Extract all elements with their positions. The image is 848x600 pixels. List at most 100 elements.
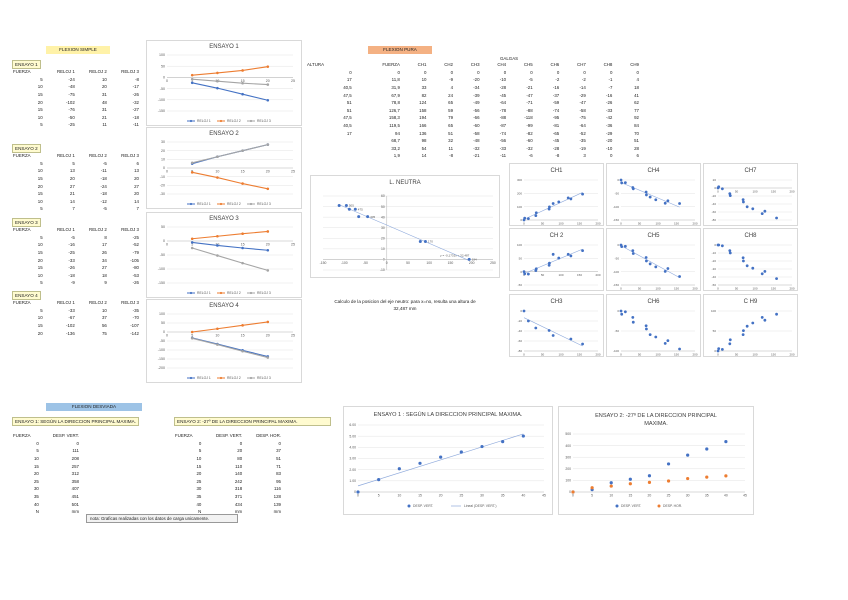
table-cell: 92 xyxy=(634,115,639,121)
flexion-desviada-header: FLEXION DESVIADA xyxy=(46,403,142,411)
table-cell: 5 xyxy=(40,280,43,286)
table-cell: 5 xyxy=(40,206,43,212)
y-tick-label: -20 xyxy=(518,319,523,323)
chart-ch8[interactable]: CH8 0 -10 -20 -30 -40 -50 0 50 100 150 200 xyxy=(703,228,798,291)
table-cell: -75 xyxy=(579,115,586,121)
chart-ensayo-1[interactable]: ENSAYO 1 100500-50-100-1500510152025RELO… xyxy=(146,40,302,126)
x-tick-label: 150 xyxy=(674,287,679,291)
x-tick-label: 0 xyxy=(717,353,719,357)
legend-marker xyxy=(657,504,661,508)
data-point xyxy=(760,272,764,276)
table-cell: -102 xyxy=(65,323,75,329)
chart-desviada-2[interactable]: ENSAYO 2: -27º DE LA DIRECCION PRINCIPAL… xyxy=(558,406,754,515)
data-point xyxy=(241,261,244,265)
chart-ch5[interactable]: CH5 0 -50 -100 -150 0 50 100 150 200 xyxy=(606,228,701,291)
data-point xyxy=(745,324,749,328)
table-cell: 51 xyxy=(448,130,454,136)
table-cell: 4 xyxy=(636,77,639,83)
data-point xyxy=(266,248,270,252)
data-point xyxy=(266,83,270,86)
table-cell: 10 xyxy=(37,242,43,248)
chart-title: ENSAYO 2 xyxy=(209,131,239,137)
table-cell: -95 xyxy=(552,115,560,121)
y-tick-label: 100 xyxy=(711,309,716,313)
y-tick-label: 5.00 xyxy=(349,434,356,438)
column-header: RELOJ 3 xyxy=(121,227,139,233)
table-cell: -32 xyxy=(526,145,533,151)
table-cell: 371 xyxy=(234,494,243,500)
chart-neutral-axis[interactable]: L. NEUTRA 60 50 40 30 20 100 -10 -150 -100 -50 0 50… xyxy=(310,175,500,278)
unit-cell: mm xyxy=(71,509,79,515)
x-tick-label: 100 xyxy=(426,261,432,265)
table-cell: 37 xyxy=(101,315,107,321)
table-cell: 51 xyxy=(346,100,352,106)
chart-desviada-1[interactable]: ENSAYO 1 : SEGÚN LA DIRECCION PRINCIPAL … xyxy=(343,406,553,515)
table-cell: -99 xyxy=(526,123,533,129)
chart-ensayo-2[interactable]: ENSAYO 2 3020100-10-20-300510152025RELOJ… xyxy=(146,127,302,209)
data-point xyxy=(751,321,755,325)
x-tick-label: 20 xyxy=(648,494,652,498)
data-point xyxy=(551,202,555,205)
data-point xyxy=(522,270,526,274)
data-point xyxy=(337,204,341,208)
y-tick-label: 500 xyxy=(565,432,571,436)
y-tick-label: 40 xyxy=(381,215,385,219)
data-point xyxy=(266,320,270,324)
chart-ch1[interactable]: CH1 300 200 100 0 0 50 100 150 200 xyxy=(509,163,604,226)
data-point xyxy=(571,490,575,494)
table-cell: 20 xyxy=(134,176,139,182)
data-point xyxy=(547,207,551,211)
chart-ch9[interactable]: C H9 100 50 0 0 50 100 150 200 xyxy=(703,294,798,357)
data-point xyxy=(645,193,648,197)
x-tick-label: 25 xyxy=(291,243,295,247)
chart-ensayo-4[interactable]: ENSAYO 4 100 50 0 -50 -100 -150 -200 0 5 10 15 20 25… xyxy=(146,299,302,383)
table-cell: 451 xyxy=(71,494,79,500)
data-point xyxy=(216,155,219,159)
chart-ch2[interactable]: CH 2 100 50 0 -50 0 50 100 150 200 xyxy=(509,228,604,291)
data-point xyxy=(190,246,194,250)
series-line xyxy=(192,337,268,359)
data-point xyxy=(418,239,422,243)
table-cell: -5 xyxy=(70,234,75,240)
data-point xyxy=(569,197,573,201)
column-header: CH1 xyxy=(417,62,427,68)
table-cell: -59 xyxy=(552,100,560,106)
table-cell: 15 xyxy=(33,463,39,469)
legend-label: DESP. VERT. xyxy=(413,504,433,508)
legend-marker xyxy=(249,376,253,380)
chart-ch4[interactable]: CH4 0 -50 -100 -150 0 50 100 150 200 xyxy=(606,163,701,226)
data-point xyxy=(644,256,648,259)
table-cell: 158,3 xyxy=(388,115,400,121)
table-row: 5 -24 10 -8 xyxy=(12,76,140,84)
table-cell: 257 xyxy=(71,463,79,469)
chart-ch7[interactable]: CH7 20 0 -20 -40 -60 -80 0 50 100 150 200 xyxy=(703,163,798,226)
series-line xyxy=(192,241,268,251)
table-cell: 5 xyxy=(40,76,43,82)
column-header: FUERZA xyxy=(175,433,193,439)
chart-ch3[interactable]: CH3 0 -20 -40 -60 -80 0 50 100 150 200 xyxy=(509,294,604,357)
y-tick-label: 0 xyxy=(520,309,522,313)
chart-title: ENSAYO 2: -27º DE LA DIRECCION PRINCIPAL… xyxy=(595,413,717,427)
chart-ch6[interactable]: CH6 0 -50 -100 0 50 100 150 200 xyxy=(606,294,701,357)
trendline xyxy=(620,182,680,208)
series-line xyxy=(192,78,268,86)
table-cell: -26 xyxy=(68,265,75,271)
data-point xyxy=(241,182,244,185)
data-point xyxy=(366,215,370,219)
table-cell: 139 xyxy=(273,501,281,507)
y-tick-label: -50 xyxy=(518,283,523,287)
table-cell: -12 xyxy=(100,198,107,204)
chart-title: CH6 xyxy=(647,299,660,305)
chart-title: ENSAYO 4 xyxy=(209,303,239,309)
table-cell: -21 xyxy=(473,153,480,159)
table-cell: -88 xyxy=(499,115,507,121)
table-cell: -64 xyxy=(579,123,586,129)
data-point xyxy=(356,490,360,494)
x-tick-label: 100 xyxy=(558,353,563,357)
x-tick-label: 100 xyxy=(558,222,563,226)
table-cell: 10 xyxy=(37,315,43,321)
chart-title: L. NEUTRA xyxy=(389,180,421,186)
y-tick-label: -30 xyxy=(712,267,717,271)
chart-ensayo-3[interactable]: ENSAYO 3 500-50-100-1500510152025RELOJ 1… xyxy=(146,212,302,298)
